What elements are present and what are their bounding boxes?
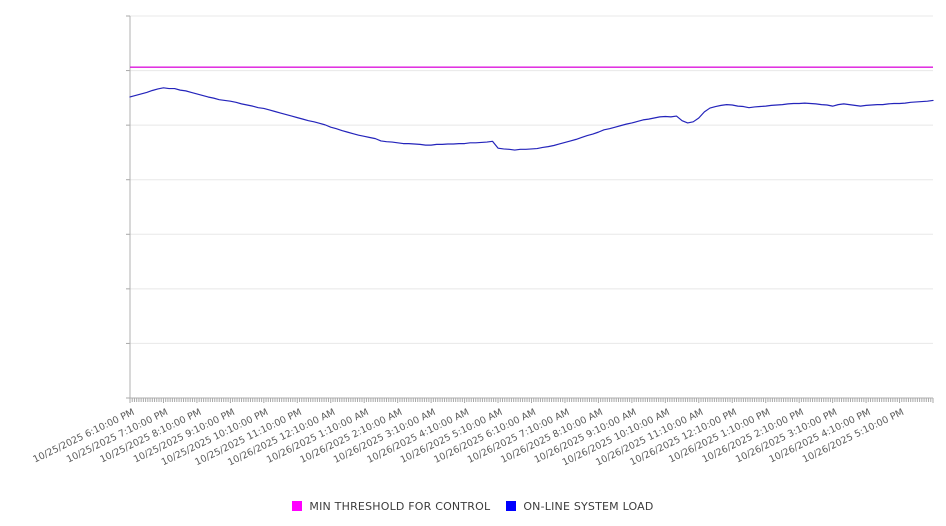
- system-load-line: [129, 87, 934, 151]
- x-hour-ticks: [129, 398, 934, 403]
- legend-item-min-threshold: MIN THRESHOLD FOR CONTROL: [292, 500, 490, 513]
- legend-item-system-load: ON-LINE SYSTEM LOAD: [506, 500, 653, 513]
- legend-swatch-blue-icon: [506, 501, 517, 511]
- chart-legend: MIN THRESHOLD FOR CONTROL ON-LINE SYSTEM…: [0, 494, 946, 518]
- x-minor-ticks: [131, 398, 932, 402]
- legend-swatch-magenta-icon: [292, 501, 303, 511]
- legend-label-min-threshold: MIN THRESHOLD FOR CONTROL: [309, 499, 491, 513]
- legend-label-system-load: ON-LINE SYSTEM LOAD: [523, 499, 654, 513]
